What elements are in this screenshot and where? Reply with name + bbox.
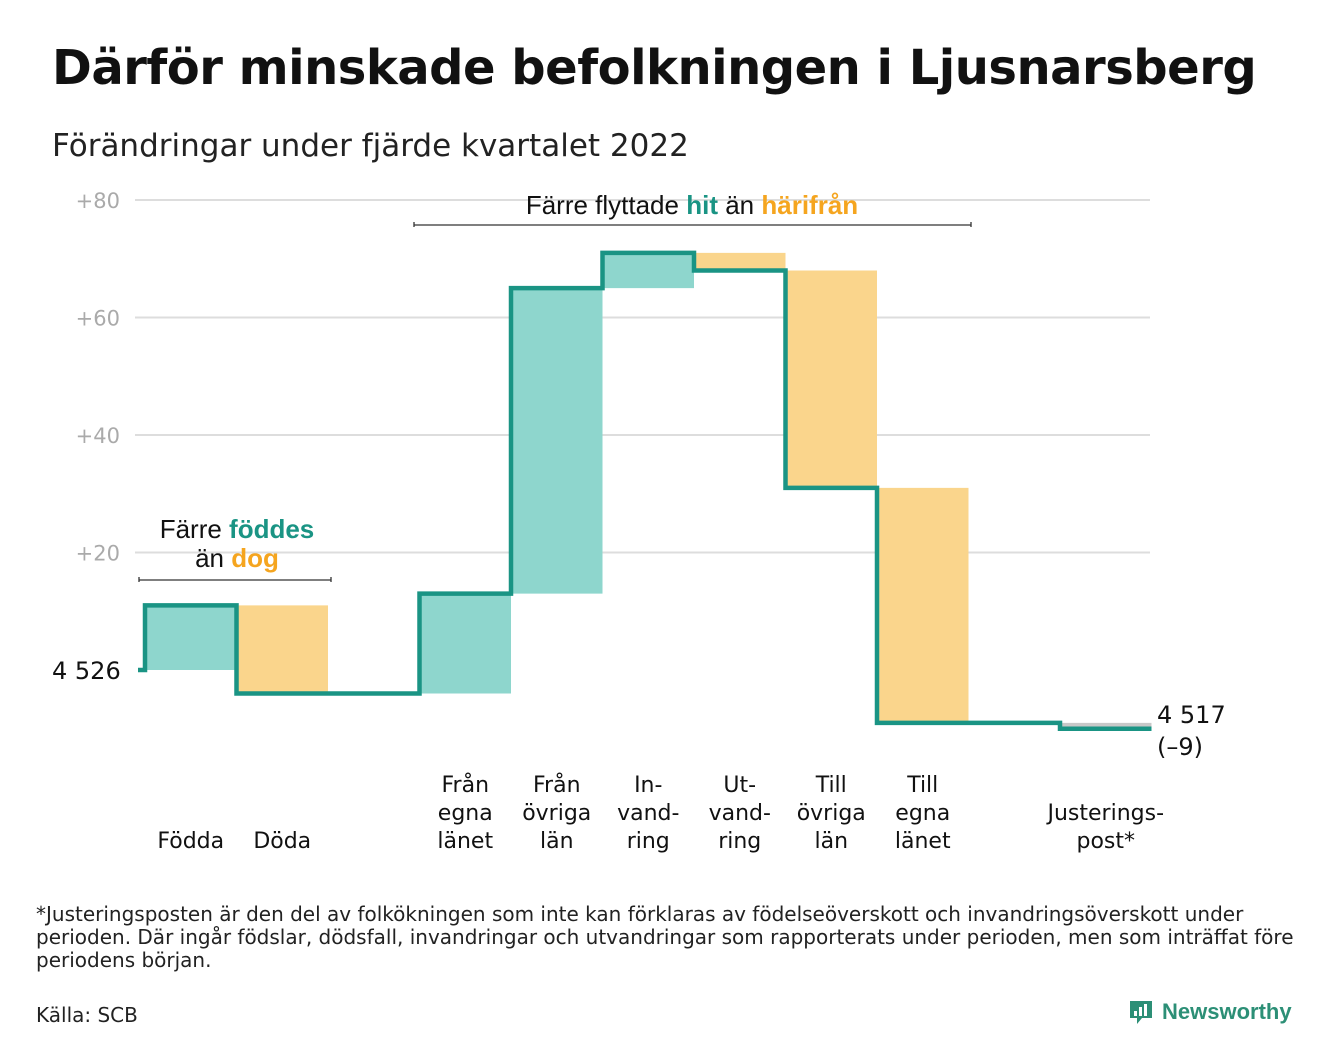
brand-name: Newsworthy xyxy=(1162,999,1292,1024)
births-annotation-line2: än dog xyxy=(195,543,279,573)
category-label: ring xyxy=(718,829,761,854)
y-tick-label: +80 xyxy=(76,189,120,213)
category-label: vand- xyxy=(617,801,679,826)
brand: Newsworthy xyxy=(1128,998,1292,1026)
category-label: Från xyxy=(533,772,581,798)
waterfall-bar xyxy=(419,593,511,694)
category-label: länet xyxy=(895,829,951,854)
category-label: vand- xyxy=(709,801,771,826)
category-label: Döda xyxy=(253,829,311,854)
end-change-label: (–9) xyxy=(1157,733,1203,761)
chart-subtitle: Förändringar under fjärde kvartalet 2022 xyxy=(52,128,689,164)
births-annotation-line1: Färre föddes xyxy=(160,514,315,544)
births-bracket xyxy=(138,577,332,582)
category-label: län xyxy=(814,829,848,854)
waterfall-bar xyxy=(877,487,969,723)
category-label: post* xyxy=(1076,829,1135,854)
category-label: egna xyxy=(895,801,950,826)
chart-title: Därför minskade befolkningen i Ljusnarsb… xyxy=(52,40,1257,96)
footnote: *Justeringsposten är den del av folkökni… xyxy=(36,902,1294,972)
waterfall-bar xyxy=(236,605,328,694)
start-value-label: 4 526 xyxy=(52,657,121,685)
moves-annotation: Färre flyttade hit än härifrån xyxy=(526,190,858,220)
category-label: Justerings- xyxy=(1045,801,1164,826)
category-label: övriga xyxy=(797,801,866,826)
waterfall-bar xyxy=(602,252,694,289)
end-value-label: 4 517 xyxy=(1157,701,1226,729)
waterfall-bar xyxy=(511,288,603,594)
category-label: Från xyxy=(441,772,489,798)
category-label: län xyxy=(540,829,574,854)
waterfall-bar xyxy=(145,605,237,670)
y-tick-label: +40 xyxy=(76,424,120,448)
source-note: Källa: SCB xyxy=(36,1003,138,1027)
waterfall-bar xyxy=(785,270,877,488)
newsworthy-logo-icon xyxy=(1130,1001,1152,1024)
category-label: övriga xyxy=(522,801,591,826)
cumulative-step-line xyxy=(138,250,1152,731)
moves-bracket xyxy=(413,222,972,227)
category-label: Till xyxy=(815,773,847,798)
y-tick-label: +20 xyxy=(76,542,120,566)
category-label: ring xyxy=(627,829,670,854)
category-label: länet xyxy=(437,829,493,854)
waterfall-bar xyxy=(694,252,786,271)
category-label: Födda xyxy=(157,829,224,854)
y-tick-label: +60 xyxy=(76,307,120,331)
category-label: Till xyxy=(906,773,938,798)
category-label: In- xyxy=(634,773,662,798)
category-label: Ut- xyxy=(723,773,756,798)
category-label: egna xyxy=(438,801,493,826)
waterfall-bar xyxy=(1060,722,1152,729)
